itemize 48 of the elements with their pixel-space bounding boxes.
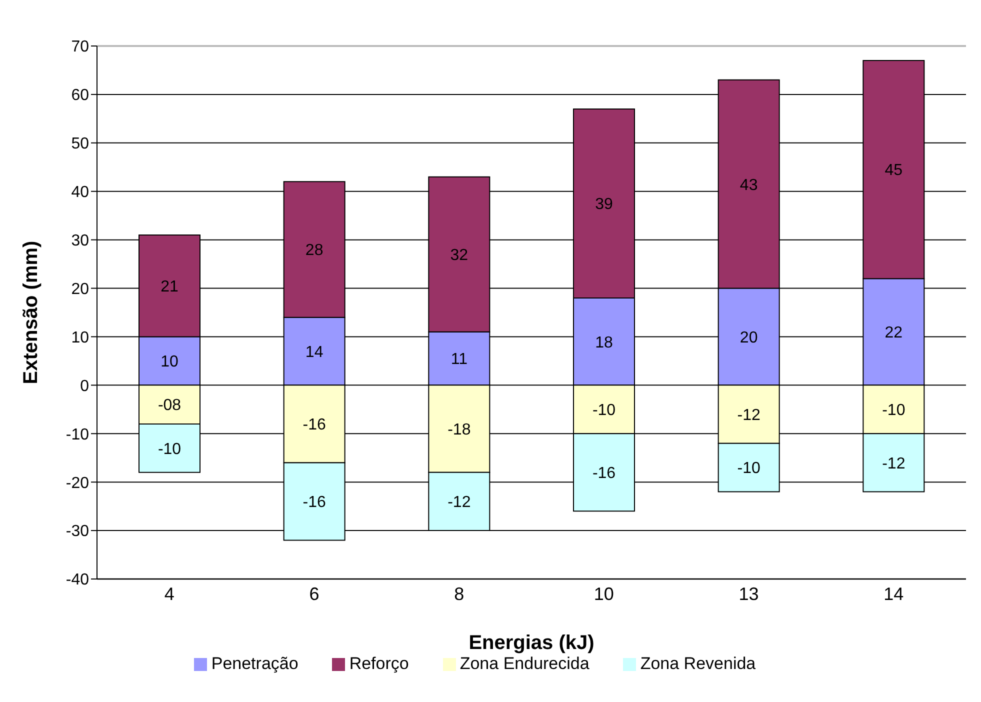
- x-tick-label: 6: [309, 584, 320, 604]
- x-tick-label: 10: [594, 584, 614, 604]
- data-label: 10: [160, 354, 178, 371]
- data-label: 43: [740, 176, 758, 194]
- y-tick-label: -40: [66, 572, 90, 589]
- x-tick-label: 14: [884, 584, 904, 604]
- data-label: -12: [448, 494, 471, 512]
- data-label: 11: [450, 351, 468, 368]
- y-tick-label: 30: [71, 232, 90, 250]
- legend-label: Reforço: [349, 654, 409, 673]
- data-label: -10: [737, 460, 760, 478]
- data-label: -18: [448, 421, 471, 438]
- x-axis-title: Energias (kJ): [468, 632, 594, 654]
- legend-label: Penetração: [211, 654, 298, 673]
- data-label: -10: [592, 402, 616, 420]
- data-label: -10: [158, 440, 182, 458]
- legend-label: Zona Endurecida: [460, 654, 590, 673]
- x-tick-label: 13: [738, 584, 759, 604]
- data-label: -08: [158, 397, 182, 414]
- y-axis-title: Extensão (mm): [20, 240, 42, 384]
- y-tick-label: 60: [71, 87, 90, 104]
- data-label: 45: [884, 162, 903, 180]
- data-label: -10: [882, 402, 906, 420]
- legend-label: Zona Revenida: [640, 654, 756, 673]
- y-tick-label: 50: [71, 136, 90, 153]
- y-tick-label: 20: [71, 280, 90, 298]
- data-label: 20: [740, 329, 758, 346]
- y-tick-label: 70: [71, 38, 90, 56]
- y-tick-label: -10: [66, 426, 90, 444]
- y-tick-label: 40: [71, 184, 90, 202]
- data-label: 28: [305, 242, 324, 260]
- data-label: 18: [595, 334, 613, 352]
- data-label: -16: [592, 465, 616, 482]
- data-label: 21: [160, 278, 178, 296]
- y-tick-label: -30: [66, 523, 90, 540]
- y-tick-label: 0: [80, 378, 90, 395]
- data-label: -16: [302, 416, 326, 434]
- data-label: 39: [595, 196, 613, 214]
- x-tick-label: 4: [164, 584, 174, 604]
- data-label: -12: [737, 406, 760, 424]
- x-tick-label: 8: [454, 584, 464, 604]
- data-label: -16: [302, 494, 326, 512]
- data-label: 32: [450, 247, 468, 264]
- y-tick-label: -20: [66, 474, 90, 492]
- data-label: 14: [305, 344, 324, 361]
- y-tick-label: 10: [71, 329, 90, 346]
- data-label: 22: [884, 324, 903, 342]
- data-label: -12: [882, 455, 906, 472]
